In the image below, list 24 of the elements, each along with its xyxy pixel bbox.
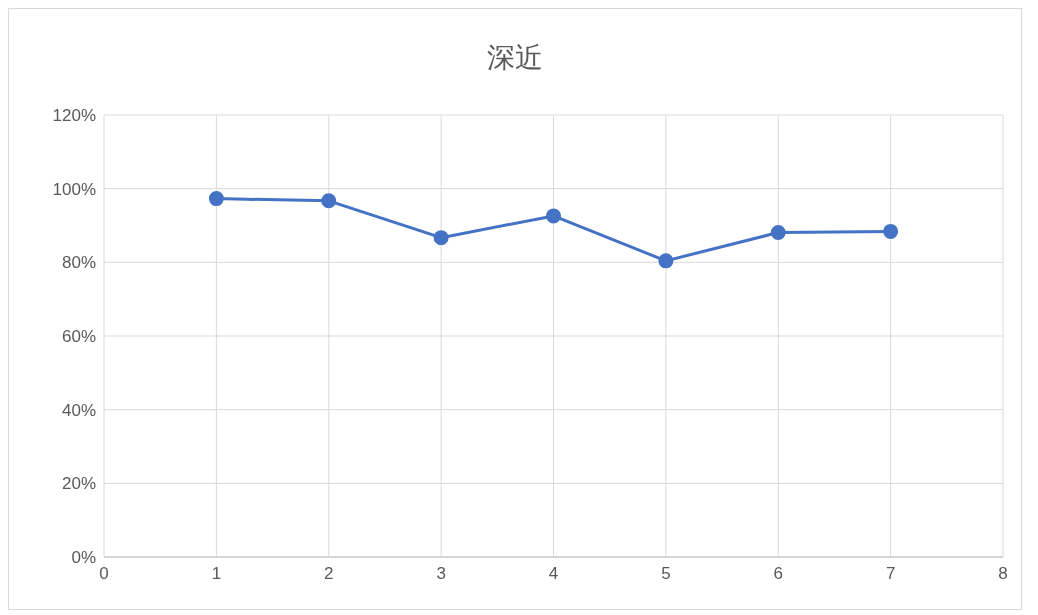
x-tick-label: 4 <box>548 564 559 583</box>
x-tick-label: 1 <box>211 564 222 583</box>
x-tick-label: 0 <box>99 564 109 583</box>
x-tick-label: 3 <box>436 564 446 583</box>
x-tick-label: 2 <box>324 564 334 583</box>
y-tick-label: 60% <box>61 327 96 347</box>
point <box>770 225 786 240</box>
x-tick-label: 5 <box>661 564 671 583</box>
x-tick-label: 6 <box>773 564 783 583</box>
y-tick-label: 40% <box>61 400 96 420</box>
point <box>546 208 561 224</box>
chart-title: 深近 <box>486 41 544 75</box>
y-tick-label: 120% <box>52 106 96 126</box>
point <box>658 253 674 269</box>
x-tick-label: 8 <box>998 564 1008 583</box>
x-tick-label: 7 <box>885 564 896 583</box>
point <box>208 191 224 207</box>
y-tick-label: 20% <box>61 474 96 494</box>
point <box>321 193 337 209</box>
point <box>883 223 899 239</box>
point <box>433 230 449 246</box>
y-tick-label: 0% <box>71 548 96 568</box>
y-tick-label: 80% <box>61 253 96 273</box>
y-tick-label: 100% <box>52 179 96 199</box>
